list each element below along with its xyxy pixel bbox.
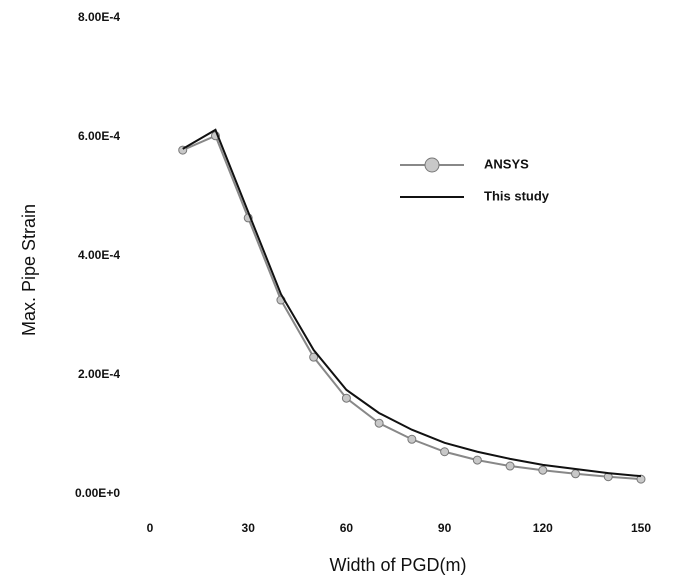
x-tick-label: 0 [147,521,154,535]
y-tick-label: 8.00E-4 [78,10,120,24]
series-marker [374,418,384,428]
series-line [182,128,642,478]
series-marker [538,465,548,475]
series-marker [505,461,515,471]
y-tick-label: 4.00E-4 [78,248,120,262]
legend-label: This study [484,188,550,203]
x-axis-label: Width of PGD(m) [329,555,466,575]
series-line [182,134,642,481]
series-marker [571,469,581,479]
x-tick-label: 90 [438,521,452,535]
series-marker [309,352,319,362]
series-marker [440,447,450,457]
series-marker [341,393,351,403]
x-tick-label: 150 [631,521,651,535]
legend-label: ANSYS [484,156,529,171]
legend-marker [424,157,440,173]
x-tick-label: 30 [242,521,256,535]
x-tick-label: 120 [533,521,553,535]
y-tick-label: 2.00E-4 [78,367,120,381]
x-tick-label: 60 [340,521,354,535]
series-marker [472,455,482,465]
y-axis-label: Max. Pipe Strain [19,204,39,336]
series-marker [407,434,417,444]
series-marker [636,474,646,484]
y-tick-label: 6.00E-4 [78,129,120,143]
y-tick-label: 0.00E+0 [75,486,120,500]
